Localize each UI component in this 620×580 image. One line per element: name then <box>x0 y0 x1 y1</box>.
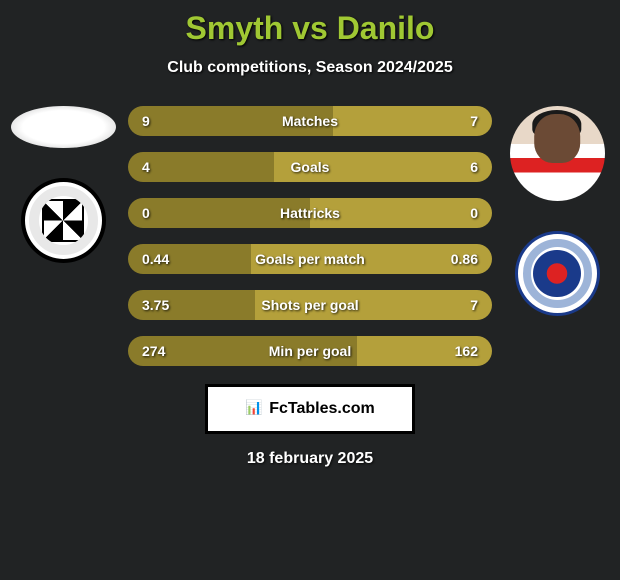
stat-value-left: 3.75 <box>142 297 169 313</box>
comparison-infographic: Smyth vs Danilo Club competitions, Seaso… <box>0 0 620 468</box>
stat-value-right: 0.86 <box>451 251 478 267</box>
brand-text: FcTables.com <box>269 400 375 418</box>
comparison-area: Matches 9 7 Goals 4 6 Hattricks 0 0 Goals per mat… <box>0 101 620 366</box>
stat-bars: Matches 9 7 Goals 4 6 Hattricks 0 0 Goals per mat… <box>128 101 492 366</box>
stat-row: Shots per goal 3.75 7 <box>128 290 492 320</box>
stat-row: Hattricks 0 0 <box>128 198 492 228</box>
player-right-column <box>502 101 612 316</box>
stat-value-left: 9 <box>142 113 150 129</box>
stat-value-right: 7 <box>470 297 478 313</box>
chart-icon <box>245 401 263 417</box>
player-left-column <box>8 101 118 263</box>
stat-bar-right <box>333 106 492 136</box>
stat-label: Hattricks <box>280 205 340 221</box>
stat-value-right: 162 <box>455 343 478 359</box>
stat-value-right: 0 <box>470 205 478 221</box>
stat-label: Matches <box>282 113 338 129</box>
stat-row: Min per goal 274 162 <box>128 336 492 366</box>
player-right-photo <box>510 106 605 201</box>
stat-label: Goals per match <box>255 251 365 267</box>
stat-label: Goals <box>291 159 330 175</box>
stat-value-right: 6 <box>470 159 478 175</box>
brand-badge: FcTables.com <box>205 384 415 434</box>
club-badge-left <box>21 178 106 263</box>
stat-label: Min per goal <box>269 343 351 359</box>
club-badge-right <box>515 231 600 316</box>
stat-value-left: 274 <box>142 343 165 359</box>
footer-date: 18 february 2025 <box>0 450 620 468</box>
player-left-photo <box>11 106 116 148</box>
stat-value-left: 4 <box>142 159 150 175</box>
stat-value-left: 0 <box>142 205 150 221</box>
subtitle: Club competitions, Season 2024/2025 <box>0 59 620 77</box>
stat-value-right: 7 <box>470 113 478 129</box>
stat-row: Goals per match 0.44 0.86 <box>128 244 492 274</box>
page-title: Smyth vs Danilo <box>0 10 620 47</box>
stat-value-left: 0.44 <box>142 251 169 267</box>
stat-row: Matches 9 7 <box>128 106 492 136</box>
stat-row: Goals 4 6 <box>128 152 492 182</box>
stat-label: Shots per goal <box>261 297 358 313</box>
